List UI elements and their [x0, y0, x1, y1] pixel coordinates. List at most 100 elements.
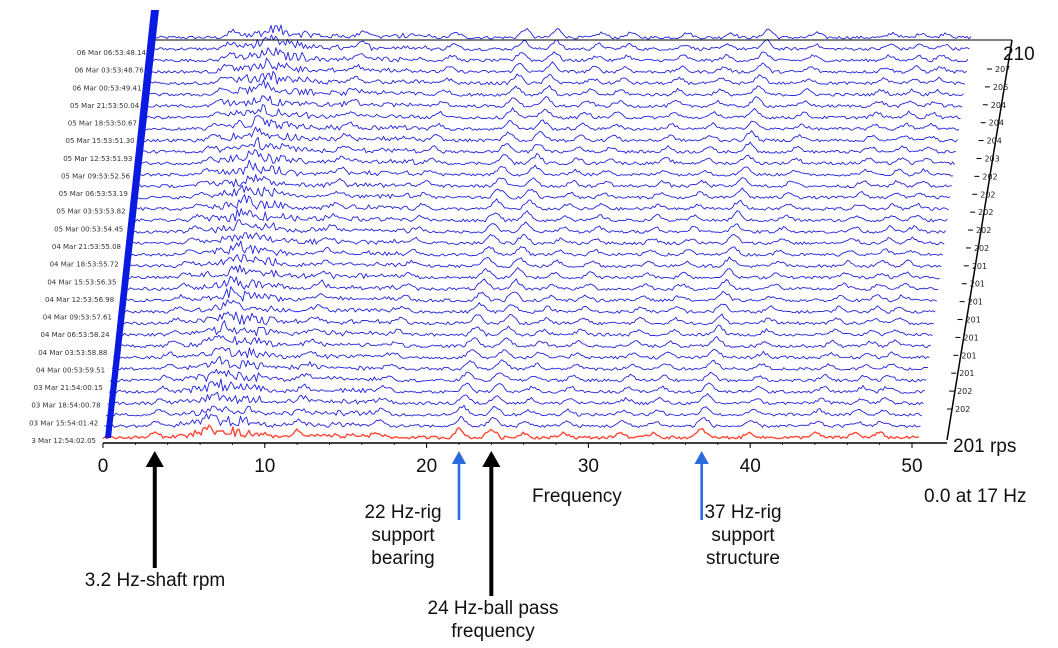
rps-tick-label: 202 — [980, 190, 995, 199]
rps-tick-label: 201 — [972, 262, 987, 271]
rps-tick-label: 201 — [963, 333, 978, 342]
annotation-label: bearing — [371, 548, 434, 569]
annotation-label: 37 Hz-rig — [704, 502, 781, 523]
time-tick-label: 03 Mar 15:54:01.42 — [29, 419, 98, 427]
spectrum-trace — [141, 126, 958, 143]
spectrum-trace — [138, 149, 956, 166]
time-tick-label: 03 Mar 21:54:00.15 — [34, 384, 103, 392]
spectrum-trace — [151, 47, 969, 63]
time-tick-label: 04 Mar 15:53:56.35 — [47, 278, 116, 286]
x-tick-label: 10 — [254, 456, 275, 477]
right-axis-line — [946, 39, 1013, 441]
spectrum-trace — [121, 275, 939, 291]
spectrum-trace — [113, 346, 930, 360]
time-tick-label: 04 Mar 12:53:56.98 — [45, 296, 114, 304]
spectrum-trace — [117, 311, 934, 326]
time-tick-label: 06 Mar 03:53:48.76 — [75, 67, 145, 75]
x-tick-label: 0 — [98, 456, 109, 477]
rps-tick-label: 202 — [976, 226, 991, 235]
time-tick-label: 05 Mar 00:53:54.45 — [54, 225, 123, 233]
spectrum-trace — [153, 34, 970, 51]
rps-tick-label: 204 — [991, 101, 1006, 110]
time-tick-label: 06 Mar 00:53:49.41 — [72, 84, 141, 92]
spectrum-trace — [135, 174, 952, 188]
spectrum-trace — [143, 115, 960, 131]
rps-tick-label: 201 — [959, 369, 974, 378]
spectrum-trace — [139, 136, 957, 154]
rps-tick-label: 201 — [968, 298, 983, 307]
rps-tick-label: 204 — [987, 137, 1002, 146]
spectra-traces — [102, 10, 972, 440]
spectrum-trace — [108, 378, 925, 394]
rps-tick-label: 206 — [993, 83, 1008, 92]
time-tick-label: 05 Mar 21:53:50.04 — [70, 102, 140, 110]
spectrum-trace — [147, 79, 964, 97]
rps-tick-label: 201 — [961, 351, 976, 360]
x-tick-label: 20 — [416, 456, 437, 477]
rps-tick-label: 202 — [974, 244, 989, 253]
spectrum-trace — [154, 24, 972, 40]
time-tick-label: 04 Mar 03:53:58.88 — [38, 349, 107, 357]
rps-tick-label: 201 — [966, 316, 981, 325]
rps-tick-label: 203 — [984, 154, 999, 163]
time-tick-label: 05 Mar 09:53:52.56 — [61, 172, 131, 180]
spectrum-trace — [134, 184, 951, 200]
spectrum-trace — [102, 424, 920, 440]
spectrum-trace — [137, 159, 954, 177]
shaft-rpm-trace — [105, 10, 159, 438]
time-tick-label: 04 Mar 18:53:55.72 — [50, 261, 119, 269]
time-tick-label: 04 Mar 09:53:57.61 — [43, 314, 112, 322]
spectrum-trace — [145, 95, 963, 109]
time-tick-label: 05 Mar 15:53:51.30 — [65, 137, 134, 145]
time-tick-label: 05 Mar 18:53:50.67 — [68, 120, 137, 128]
annotation-label: support — [371, 525, 435, 546]
spectrum-trace — [110, 368, 927, 383]
spectrum-trace — [124, 254, 942, 269]
spectrum-trace — [123, 264, 940, 280]
annotation-label: structure — [706, 548, 780, 569]
spectrum-trace — [107, 391, 924, 406]
spectrum-trace — [128, 232, 945, 246]
frequency-axis: 0 10 20 30 40 50 — [98, 442, 947, 477]
spectrum-trace — [144, 104, 961, 120]
rps-tick-label: 202 — [978, 208, 993, 217]
time-tick-label: 04 Mar 06:53:58.24 — [40, 331, 110, 339]
annotation-label: 3.2 Hz-shaft rpm — [85, 570, 225, 591]
spectrum-trace — [114, 334, 931, 349]
time-tick-labels: 06 Mar 06:53:48.14 06 Mar 03:53:48.76 06 M… — [29, 49, 146, 445]
spectrum-trace — [132, 194, 949, 211]
annotation-arrow-head — [145, 451, 164, 467]
time-tick-label: 04 Mar 21:53:55.08 — [52, 243, 121, 251]
annotation-label: support — [711, 525, 775, 546]
x-tick-label: 30 — [578, 456, 599, 477]
time-tick-label: 03 Mar 18:54:00.78 — [31, 402, 100, 410]
time-tick-label: 05 Mar 06:53:53.19 — [59, 190, 128, 198]
annotation-arrow-head — [451, 451, 467, 464]
rps-axis-labels: 207 206 204 204 204 203 202 202 202 202 202 201 201 2… — [947, 65, 1010, 414]
spectrum-trace — [150, 57, 967, 74]
x-tick-label: 50 — [901, 456, 922, 477]
time-tick-label: 3 Mar 12:54:02.05 — [31, 437, 96, 445]
spectrum-trace — [129, 219, 947, 234]
spectrum-trace — [104, 413, 921, 428]
annotation-label: 22 Hz-rig — [364, 502, 441, 523]
annotation-label: 24 Hz-ball pass — [428, 598, 559, 619]
rps-tick-label: 202 — [957, 387, 972, 396]
spectrum-trace — [120, 286, 937, 303]
rps-tick-label: 204 — [989, 119, 1004, 128]
spectrum-trace — [118, 299, 936, 314]
spectrum-trace — [116, 320, 933, 337]
spectrum-trace — [131, 208, 948, 223]
time-tick-label: 05 Mar 03:53:53.82 — [56, 208, 125, 216]
rps-tick-label: 207 — [995, 65, 1010, 74]
annotation-arrow-head — [482, 451, 501, 467]
rps-tick-label: 202 — [955, 405, 970, 414]
time-tick-label: 05 Mar 12:53:51.93 — [63, 155, 132, 163]
spectrum-trace — [111, 355, 928, 371]
annotation-label: frequency — [451, 621, 535, 642]
rps-tick-label: 202 — [982, 172, 997, 181]
spectrum-trace — [149, 70, 966, 86]
time-tick-label: 04 Mar 00:53:59.51 — [36, 366, 105, 374]
